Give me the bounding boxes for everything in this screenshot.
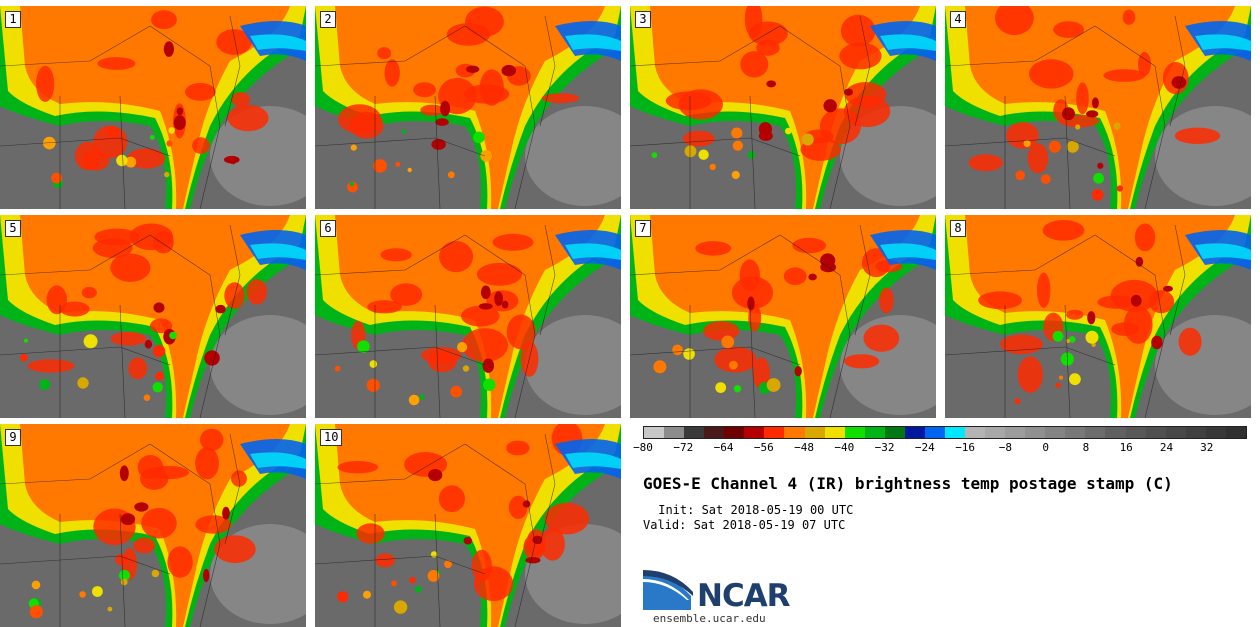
colorbar [643,426,1247,439]
colorbar-swatch [924,427,945,438]
colorbar-swatch [724,427,745,438]
figure-title: GOES-E Channel 4 (IR) brightness temp po… [643,474,1173,493]
colorbar-tick-label: 32 [1200,441,1214,454]
ensemble-member-panel: 5 [0,215,306,418]
ensemble-member-panel: 7 [630,215,936,418]
panel-number-label: 8 [950,220,966,237]
colorbar-tick-label: −64 [713,441,734,454]
colorbar-tick-label: −72 [673,441,694,454]
panel-number-label: 9 [5,429,21,446]
colorbar-swatch [864,427,885,438]
colorbar-swatch [664,427,685,438]
panel-number-label: 3 [635,11,651,28]
colorbar-tick-label: 0 [1042,441,1049,454]
colorbar-swatch [944,427,965,438]
colorbar-swatch [1145,427,1166,438]
valid-time: Valid: Sat 2018-05-19 07 UTC [643,518,846,532]
colorbar-tick-label: −24 [914,441,935,454]
colorbar-swatch [985,427,1006,438]
ensemble-member-panel: 9 [0,424,306,627]
colorbar-swatch [1165,427,1186,438]
colorbar-swatch [824,427,845,438]
colorbar-swatch [1065,427,1086,438]
colorbar-swatch [1225,427,1246,438]
colorbar-swatch [784,427,805,438]
colorbar-swatch [1025,427,1046,438]
colorbar-tick-label: −80 [633,441,653,454]
colorbar-swatch [764,427,785,438]
panel-number-label: 5 [5,220,21,237]
colorbar-swatch [884,427,905,438]
panel-number-label: 6 [320,220,336,237]
colorbar-swatch [1205,427,1226,438]
colorbar-tick-label: −48 [794,441,814,454]
colorbar-tick-label: 8 [1082,441,1090,454]
colorbar-swatch [804,427,825,438]
colorbar-tick-label: −32 [874,441,895,454]
ensemble-member-panel: 6 [315,215,621,418]
ensemble-member-panel: 3 [630,6,936,209]
colorbar-ticks: −80 −72 −64 −56 −48 −40 −32 −24 −16 −8 0 8 16 24 32 [633,441,1247,461]
panel-number-label: 4 [950,11,966,28]
colorbar-swatch [1185,427,1206,438]
colorbar-swatch [1045,427,1066,438]
ensemble-member-panel: 4 [945,6,1251,209]
colorbar-swatch [704,427,725,438]
panel-number-label: 10 [320,429,343,446]
ensemble-url: ensemble.ucar.edu [653,612,766,625]
colorbar-swatch [1105,427,1126,438]
colorbar-swatch [904,427,925,438]
colorbar-swatch [744,427,765,438]
ncar-logo-text: NCAR [697,578,791,614]
ensemble-member-panel: 10 [315,424,621,627]
colorbar-swatch [965,427,986,438]
panel-number-label: 7 [635,220,651,237]
ncar-logo-icon [643,570,693,610]
colorbar-tick-label: 16 [1119,441,1133,454]
colorbar-tick-label: −16 [955,441,976,454]
colorbar-tick-label: −56 [753,441,774,454]
ensemble-member-panel: 1 [0,6,306,209]
ensemble-member-panel: 8 [945,215,1251,418]
colorbar-swatch [644,427,665,438]
init-time: Init: Sat 2018-05-19 00 UTC [651,503,854,517]
ensemble-member-panel: 2 [315,6,621,209]
colorbar-tick-label: −40 [834,441,855,454]
panel-number-label: 2 [320,11,336,28]
colorbar-swatch [1005,427,1026,438]
colorbar-swatch [684,427,705,438]
colorbar-tick-label: 24 [1159,441,1174,454]
colorbar-swatch [1085,427,1106,438]
panel-number-label: 1 [5,11,21,28]
colorbar-swatch [844,427,865,438]
colorbar-swatch [1125,427,1146,438]
colorbar-tick-label: −8 [998,441,1013,454]
